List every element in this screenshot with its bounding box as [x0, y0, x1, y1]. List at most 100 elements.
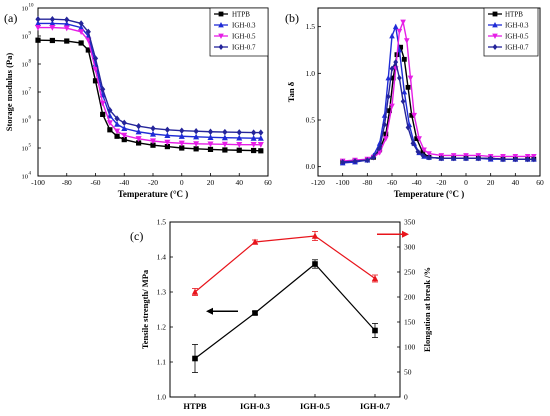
point-a-0-1	[49, 37, 55, 44]
point-b-0-9	[398, 44, 404, 50]
point-b-3-2	[364, 157, 370, 164]
point-a-1-15	[207, 134, 214, 140]
point-b-1-8	[392, 23, 399, 30]
point-a-3-2	[64, 16, 70, 23]
point-a-2-3	[78, 29, 85, 35]
point-b-3-3	[371, 154, 376, 161]
y-tick-a-exp-2: 6	[29, 116, 32, 121]
point-a-3-9	[121, 119, 127, 126]
point-b-2-9	[400, 19, 406, 25]
x-tick-b-1-label: -100	[336, 178, 350, 187]
legend-marker-a-2	[218, 33, 224, 39]
panel-b-tan-delta: (b) -120 -100 -80 -60 -40 -20 0 20 40 60 0.0 0.5 1.0 1…	[285, 7, 544, 199]
arrow-head-c-0	[206, 307, 213, 315]
y-left-tick-label-5: 1.5	[157, 218, 167, 227]
point-b-3-17	[451, 155, 457, 162]
point-a-0-2	[64, 38, 70, 44]
legend-marker-a-1	[218, 22, 224, 28]
point-a-0-16	[222, 147, 228, 153]
series-line-b-0	[342, 45, 534, 163]
point-b-0-11	[405, 84, 411, 90]
y-tick-b-label-1: 0.5	[306, 116, 316, 125]
point-a-3-8	[114, 115, 120, 122]
x-tick-b-6-label: 0	[464, 178, 468, 187]
point-a-0-0	[35, 37, 41, 43]
point-b-3-10	[400, 98, 406, 105]
y-left-tick-label-1: 1.1	[157, 358, 167, 367]
y-right-tick-label-4: 200	[404, 293, 416, 302]
point-a-2-18	[250, 142, 257, 148]
legend-marker-b-2	[492, 33, 498, 39]
legend-label-b-1: IGH-0.3	[505, 22, 529, 30]
y-tick-a-label-6: 10	[22, 6, 29, 13]
legend-label-b-3: IGH-0.7	[505, 44, 529, 52]
point-a-3-19	[258, 129, 264, 136]
point-c-1-0	[191, 288, 199, 295]
y-axis-label-left-c: Tensile strength/ MPa	[140, 269, 150, 349]
series-line-a-2	[38, 26, 261, 146]
point-a-1-11	[150, 130, 156, 137]
y-tick-b-label-3: 1.5	[306, 22, 316, 31]
point-b-0-6	[387, 108, 392, 114]
point-c-0-2	[312, 261, 318, 267]
x-tick-b-0-label: -120	[311, 178, 325, 187]
y-right-tick-label-2: 100	[404, 343, 416, 352]
y-left-tick-label-2: 1.2	[157, 323, 167, 332]
x-tick-b-2-label: -80	[362, 178, 372, 187]
point-a-0-6	[100, 111, 106, 117]
series-line-a-0	[37, 39, 261, 152]
plot-frame-c	[169, 221, 401, 398]
point-b-3-19	[475, 155, 481, 162]
point-a-0-18	[251, 147, 257, 154]
point-a-1-17	[236, 134, 243, 141]
point-a-0-15	[207, 146, 214, 152]
point-a-1-3	[78, 24, 85, 31]
point-b-3-20	[488, 155, 494, 162]
point-a-1-2	[63, 20, 70, 27]
point-b-0-13	[414, 136, 420, 142]
point-b-3-24	[531, 156, 537, 163]
point-a-3-5	[92, 55, 99, 62]
y-left-tick-label-4: 1.4	[157, 253, 167, 262]
point-b-3-22	[512, 156, 518, 163]
y-tick-b-label-2: 1.0	[306, 69, 316, 78]
x-axis-label-a: Temperature (°C )	[118, 189, 189, 199]
point-c-1-2	[311, 232, 319, 239]
point-c-0-3	[372, 327, 378, 334]
y-tick-a-exp-1: 5	[29, 144, 32, 149]
legend-label-b-0: HTPB	[505, 11, 523, 19]
point-a-3-1	[49, 16, 55, 23]
point-a-0-8	[114, 133, 120, 139]
x-tick-b-8-label: 40	[512, 178, 520, 187]
y-tick-a-exp-5: 9	[29, 32, 32, 37]
y-tick-a-exp-4: 8	[29, 60, 32, 65]
point-b-1-10	[401, 89, 408, 95]
legend-label-a-1: IGH-0.3	[232, 22, 256, 30]
point-a-3-13	[179, 127, 185, 134]
point-b-3-8	[393, 59, 399, 66]
legend-marker-b-0	[492, 11, 498, 17]
y-axis-label-b: Tan δ	[286, 81, 296, 102]
x-tick-c-label-0: HTPB	[183, 401, 206, 411]
point-a-0-19	[258, 148, 264, 154]
point-a-2-16	[221, 141, 228, 148]
panel-label-b: (b)	[285, 11, 299, 25]
y-tick-a-exp-0: 4	[29, 172, 32, 177]
point-a-2-6	[99, 100, 106, 107]
y-axis-label-a: Storage modulus (Pa)	[4, 53, 14, 132]
point-b-1-6	[385, 75, 392, 81]
point-a-2-15	[207, 141, 214, 148]
point-a-2-8	[114, 128, 121, 135]
x-tick-a-5-label: 0	[180, 178, 184, 187]
legend-marker-a-3	[218, 44, 224, 50]
point-a-0-3	[78, 40, 84, 46]
point-a-0-13	[179, 145, 185, 151]
panel-c-tensile: (c) HTPB IGH-0.3 IGH-0.5 IGH-0.7 1.0 1.1 1.2 1.3…	[130, 218, 432, 412]
y-right-tick-label-5: 250	[404, 268, 416, 277]
x-axis-label-b: Temperature (°C )	[394, 189, 465, 199]
point-a-3-18	[251, 129, 257, 136]
point-c-1-1	[251, 238, 259, 245]
point-a-1-0	[35, 20, 41, 26]
point-a-3-0	[35, 16, 41, 23]
